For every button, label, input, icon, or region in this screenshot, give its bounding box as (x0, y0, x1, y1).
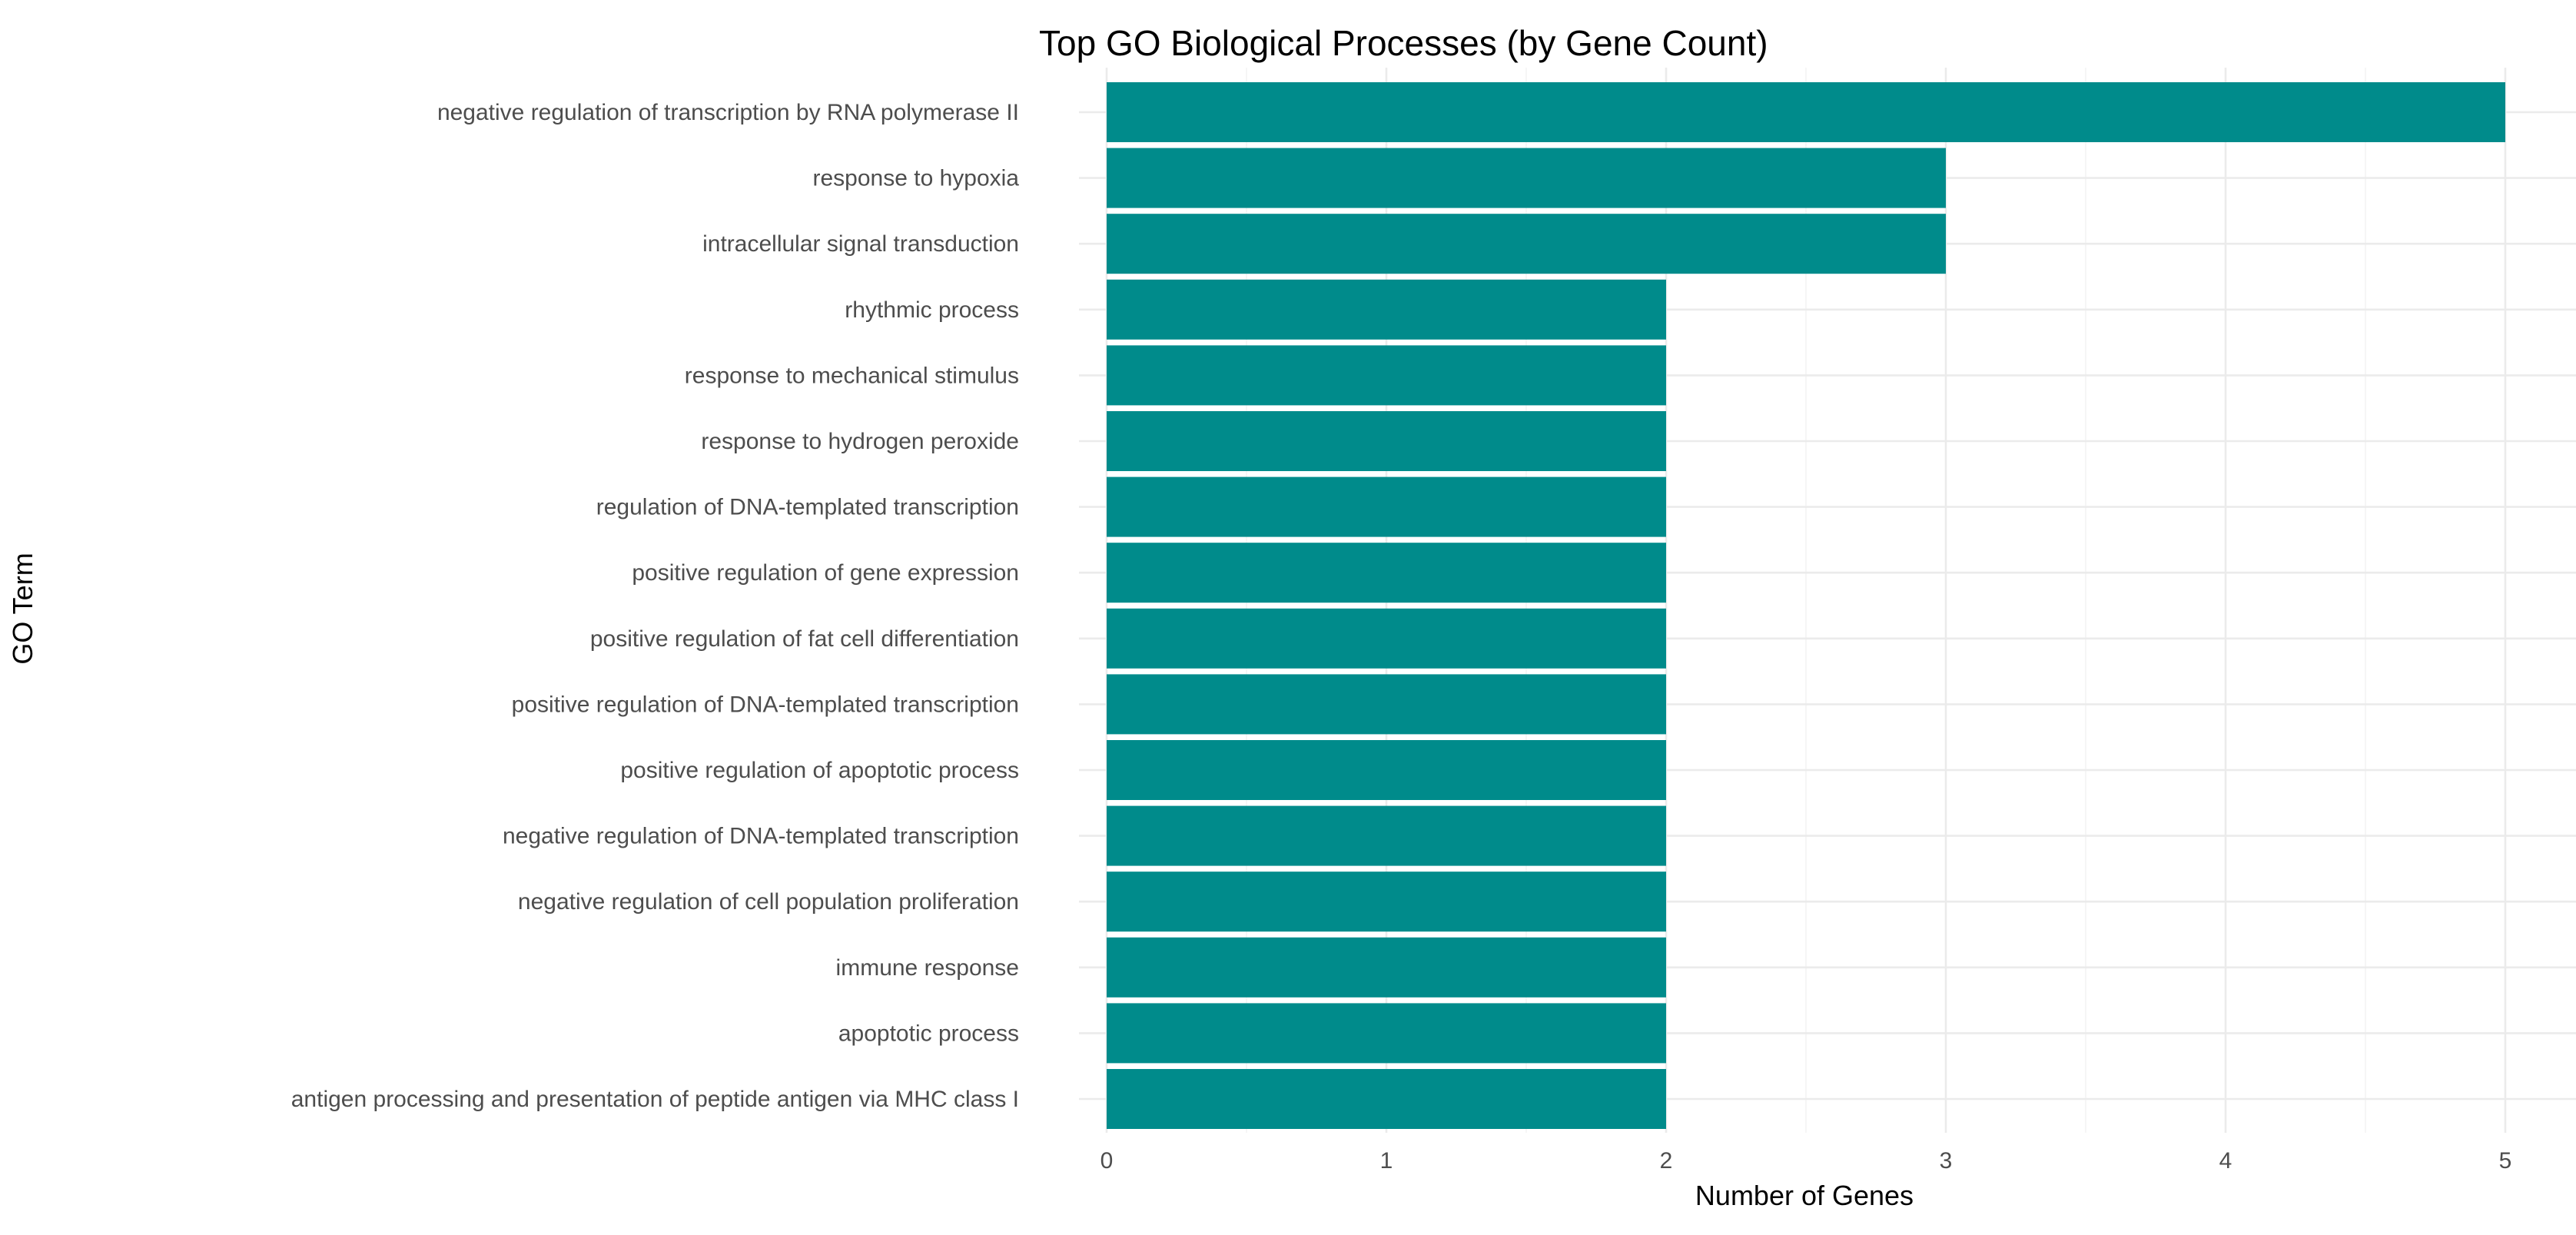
bar (1107, 1069, 1666, 1129)
x-tick-label: 4 (2219, 1148, 2232, 1174)
bar (1107, 543, 1666, 603)
x-tick-label: 0 (1100, 1148, 1114, 1174)
y-tick-label: rhythmic process (845, 297, 1019, 323)
x-tick-label: 3 (1940, 1148, 1953, 1174)
bars (1107, 82, 2505, 1129)
bar (1107, 214, 1946, 274)
y-tick-label: negative regulation of DNA-templated tra… (503, 824, 1019, 849)
chart-title: Top GO Biological Processes (by Gene Cou… (1039, 23, 1768, 63)
x-tick-label: 1 (1380, 1148, 1393, 1174)
bar (1107, 937, 1666, 998)
y-axis-title: GO Term (7, 553, 38, 664)
bar (1107, 871, 1666, 932)
y-tick-label: intracellular signal transduction (702, 231, 1019, 257)
y-tick-label: positive regulation of apoptotic process (620, 758, 1019, 783)
bar (1107, 411, 1666, 471)
bar (1107, 1003, 1666, 1064)
y-tick-label: immune response (836, 955, 1019, 981)
bar (1107, 148, 1946, 208)
bar (1107, 805, 1666, 866)
y-tick-label: regulation of DNA-templated transcriptio… (596, 495, 1019, 520)
bar (1107, 345, 1666, 406)
bar (1107, 674, 1666, 735)
bar (1107, 279, 1666, 340)
bar (1107, 740, 1666, 800)
y-tick-label: positive regulation of DNA-templated tra… (512, 692, 1019, 717)
x-axis-title: Number of Genes (1695, 1180, 1914, 1211)
x-tick-labels: 0 1 2 3 4 5 (1100, 1148, 2512, 1174)
y-tick-label: response to hydrogen peroxide (701, 429, 1019, 454)
y-tick-label: response to hypoxia (812, 166, 1019, 191)
bar (1107, 476, 1666, 537)
bar (1107, 608, 1666, 669)
y-tick-label: response to mechanical stimulus (685, 363, 1019, 388)
y-tick-label: antigen processing and presentation of p… (291, 1087, 1019, 1112)
x-tick-label: 5 (2499, 1148, 2512, 1174)
y-tick-label: negative regulation of cell population p… (518, 889, 1019, 915)
y-tick-label: positive regulation of fat cell differen… (590, 626, 1019, 652)
y-tick-label: positive regulation of gene expression (632, 560, 1019, 586)
y-tick-label: apoptotic process (838, 1021, 1019, 1046)
x-tick-label: 2 (1660, 1148, 1673, 1174)
bar (1107, 82, 2505, 142)
y-tick-label: negative regulation of transcription by … (437, 100, 1019, 125)
y-tick-labels: negative regulation of transcription by … (291, 100, 1020, 1112)
